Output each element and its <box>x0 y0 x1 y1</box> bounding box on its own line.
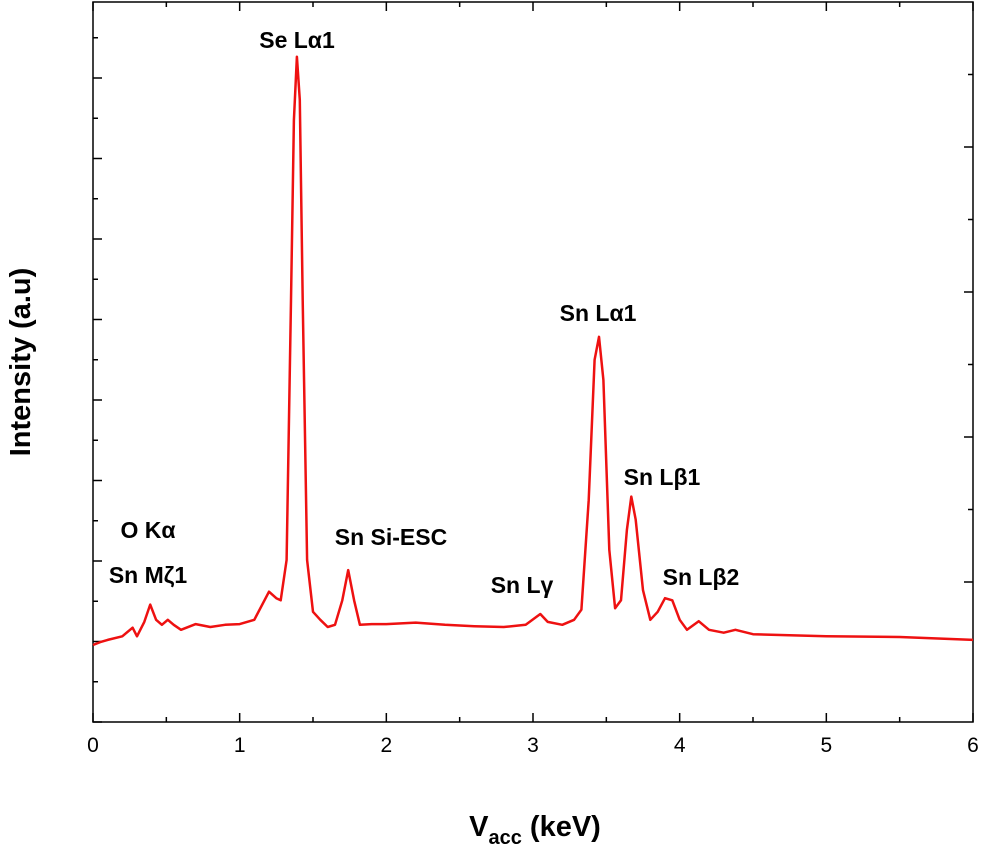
plot-frame <box>92 1 974 723</box>
x-tick-label: 2 <box>380 734 392 757</box>
x-tick-label: 5 <box>820 734 832 757</box>
peak-label: Sn Lα1 <box>560 300 637 326</box>
x-tick-label: 6 <box>967 734 979 757</box>
x-label-sub: acc <box>488 827 521 846</box>
x-label-main: V <box>469 811 489 843</box>
peak-label: O Kα <box>120 517 175 543</box>
x-tick-label: 1 <box>234 734 246 757</box>
y-axis-label: Intensity (a.u) <box>5 268 37 457</box>
spectrum-line <box>92 55 974 647</box>
peak-label: Sn Lγ <box>491 572 554 598</box>
x-tick-label: 0 <box>87 734 99 757</box>
x-label-unit: (keV) <box>522 811 601 843</box>
peak-label: Se Lα1 <box>259 27 335 53</box>
peak-label: Sn Lβ1 <box>624 464 701 490</box>
peak-label: Sn Lβ2 <box>663 564 740 590</box>
x-tick-label: 4 <box>674 734 686 757</box>
x-axis-label: Vacc (keV) <box>469 811 601 846</box>
peak-label: Sn Mζ1 <box>109 562 188 588</box>
peak-label: Sn Si-ESC <box>335 524 447 550</box>
x-tick-label: 3 <box>527 734 539 757</box>
